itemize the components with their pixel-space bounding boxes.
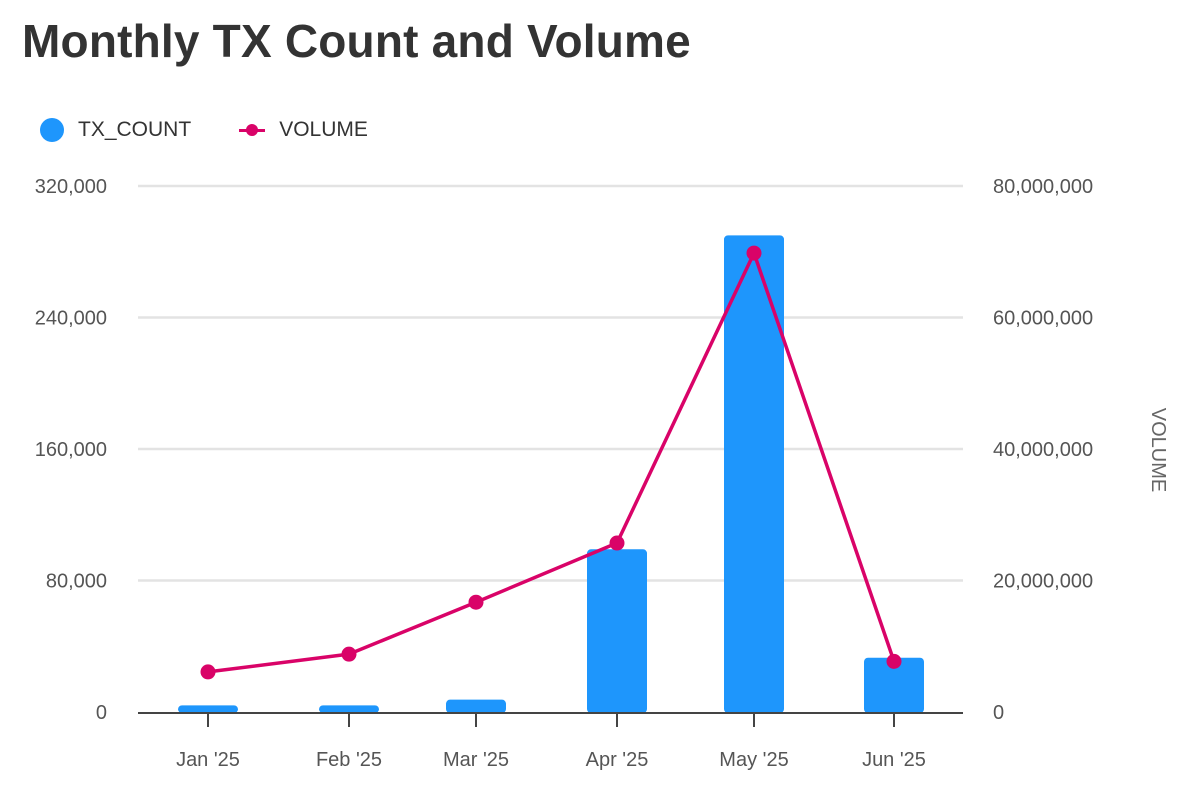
bars [178, 235, 924, 713]
bar-tx-count [724, 235, 784, 713]
volume-point [468, 594, 484, 610]
x-tick-label: Apr '25 [586, 749, 649, 771]
y-right-tick-label: 40,000,000 [993, 439, 1093, 461]
x-tick-label: May '25 [719, 749, 788, 771]
y-right-tick-label: 20,000,000 [993, 571, 1093, 593]
y-left-tick-label: 80,000 [46, 571, 107, 593]
x-tick-label: Jun '25 [862, 749, 926, 771]
volume-point [609, 535, 625, 551]
y-right-tick-label: 80,000,000 [993, 176, 1093, 198]
x-tick-label: Jan '25 [176, 749, 240, 771]
legend-swatch-tx-count [40, 118, 64, 142]
x-tick-label: Mar '25 [443, 749, 509, 771]
chart-legend: TX_COUNT VOLUME [40, 118, 368, 142]
volume-point [886, 653, 902, 669]
legend-item-volume[interactable]: VOLUME [239, 118, 368, 142]
volume-point [746, 245, 762, 261]
axes: 0 80,000 160,000 240,000 320,000 0 20,000,000 4… [35, 176, 1169, 771]
bar-tx-count [587, 549, 647, 713]
legend-item-tx-count[interactable]: TX_COUNT [40, 118, 191, 142]
volume-point [341, 646, 357, 662]
volume-line [206, 251, 896, 674]
legend-label-tx-count: TX_COUNT [78, 118, 192, 141]
chart-title: Monthly TX Count and Volume [22, 15, 691, 67]
volume-point [200, 664, 216, 680]
bar-tx-count [864, 657, 924, 713]
y-left-tick-label: 240,000 [35, 308, 107, 330]
bar-tx-count [178, 705, 238, 713]
y-left-tick-label: 320,000 [35, 176, 107, 198]
legend-swatch-volume [239, 118, 266, 142]
bar-tx-count [446, 699, 506, 713]
y-right-tick-label: 60,000,000 [993, 308, 1093, 330]
y-left-tick-label: 160,000 [35, 439, 107, 461]
y-right-axis-title: VOLUME [1147, 408, 1169, 492]
y-left-tick-label: 0 [96, 702, 107, 724]
bar-tx-count [319, 705, 379, 713]
x-tick-label: Feb '25 [316, 749, 382, 771]
volume-line-layer [200, 245, 902, 680]
y-right-tick-label: 0 [993, 702, 1004, 724]
legend-label-volume: VOLUME [279, 118, 368, 141]
gridlines [138, 184, 963, 582]
